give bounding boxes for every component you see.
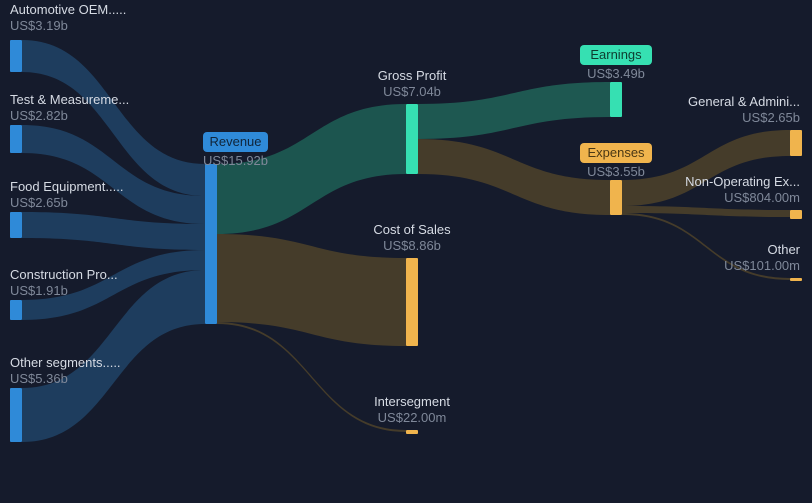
sankey-node-label: Non-Operating Ex... [685,174,800,189]
sankey-node-label: Earnings [590,47,642,62]
sankey-chart: Automotive OEM.....US$3.19b Test & Measur… [0,0,812,503]
sankey-node-label: Construction Pro... [10,267,118,282]
sankey-node-label: Test & Measureme... [10,92,129,107]
sankey-node-label: Cost of Sales [373,222,451,237]
sankey-node-test[interactable] [10,125,22,153]
sankey-node-value: US$3.19b [10,18,68,33]
sankey-node-value: US$3.49b [587,66,645,81]
sankey-node-value: US$804.00m [724,190,800,205]
sankey-node-value: US$101.00m [724,258,800,273]
sankey-node-value: US$7.04b [383,84,441,99]
sankey-node-label: Gross Profit [378,68,447,83]
sankey-node-nonop[interactable] [790,210,802,219]
sankey-node-label: Other segments..... [10,355,121,370]
sankey-node-value: US$3.55b [587,164,645,179]
sankey-node-auto[interactable] [10,40,22,72]
sankey-node-value: US$8.86b [383,238,441,253]
sankey-node-label: Revenue [209,134,261,149]
sankey-node-constr[interactable] [10,300,22,320]
sankey-node-label: General & Admini... [688,94,800,109]
sankey-node-value: US$1.91b [10,283,68,298]
sankey-node-other_s[interactable] [10,388,22,442]
sankey-node-value: US$2.82b [10,108,68,123]
sankey-node-inter[interactable] [406,430,418,434]
sankey-node-gross[interactable] [406,104,418,174]
sankey-node-food[interactable] [10,212,22,238]
sankey-node-label: Automotive OEM..... [10,2,126,17]
sankey-node-exp[interactable] [610,180,622,215]
sankey-node-value: US$2.65b [10,195,68,210]
sankey-node-other_e[interactable] [790,278,802,281]
sankey-node-cost[interactable] [406,258,418,346]
sankey-node-ga[interactable] [790,130,802,156]
sankey-node-value: US$2.65b [742,110,800,125]
sankey-node-label: Food Equipment..... [10,179,123,194]
sankey-node-earn[interactable] [610,82,622,117]
sankey-node-label: Intersegment [374,394,450,409]
sankey-node-label: Other [767,242,800,257]
sankey-node-value: US$15.92b [203,153,268,168]
sankey-node-value: US$5.36b [10,371,68,386]
sankey-node-value: US$22.00m [378,410,447,425]
sankey-node-revenue[interactable] [205,164,217,324]
sankey-node-label: Expenses [587,145,645,160]
